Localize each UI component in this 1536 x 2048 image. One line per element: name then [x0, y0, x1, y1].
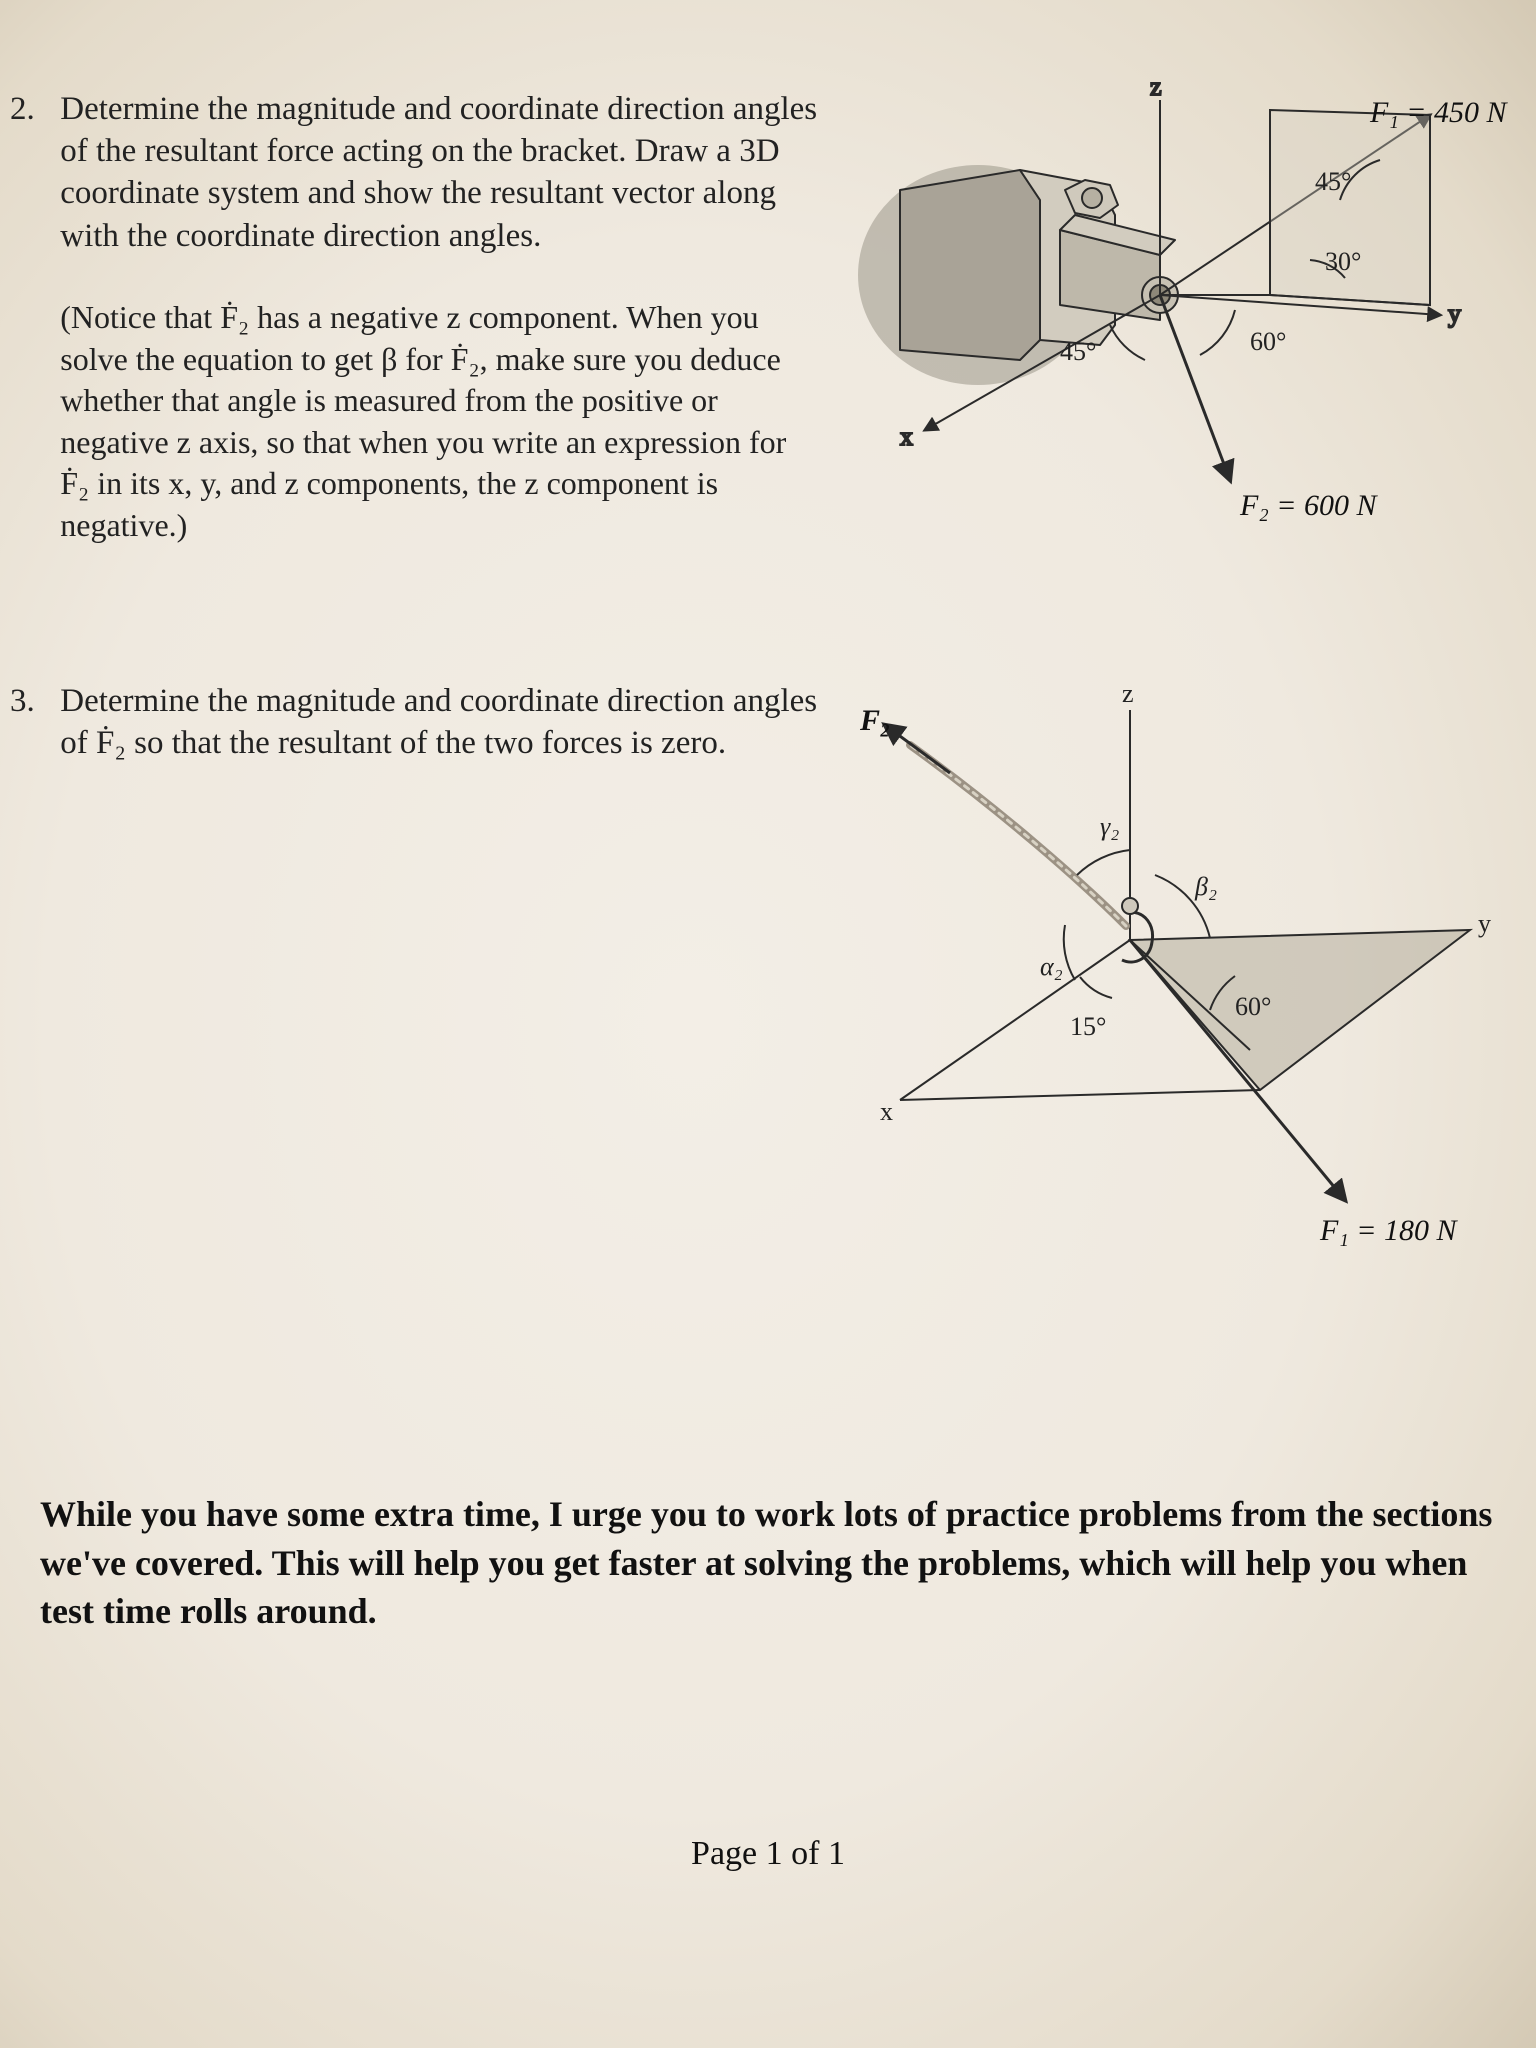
d2-beta2: β₂: [1194, 872, 1217, 901]
d1-angle-45: 45°: [1315, 167, 1351, 196]
problem-2-statement: Determine the magnitude and coordinate d…: [60, 91, 817, 254]
problem-2-hint: (Notice that Ḟ₂ has a negative z compone…: [60, 297, 820, 547]
d1-angle-60: 60°: [1250, 327, 1286, 356]
d1-f1-label: F₁ = 450 N: [1369, 96, 1508, 129]
advice-note: While you have some extra time, I urge y…: [40, 1490, 1520, 1636]
d2-f2-label: F₂: [859, 704, 890, 737]
problem-2-text: Determine the magnitude and coordinate d…: [60, 88, 820, 547]
d2-angle-15: 15°: [1070, 1012, 1106, 1041]
problem-3: 3. Determine the magnitude and coordinat…: [10, 680, 830, 764]
diagram-problem-3: z x y F₂: [830, 670, 1530, 1290]
problem-3-number: 3.: [10, 680, 52, 722]
svg-text:z: z: [1150, 72, 1162, 101]
problem-2: 2. Determine the magnitude and coordinat…: [10, 88, 830, 547]
d2-gamma2: γ₂: [1100, 812, 1119, 841]
svg-text:y: y: [1448, 299, 1461, 328]
svg-text:y: y: [1478, 909, 1491, 938]
problem-2-number: 2.: [10, 88, 52, 130]
d1-angle-30: 30°: [1325, 247, 1361, 276]
svg-text:x: x: [880, 1097, 893, 1126]
page-footer: Page 1 of 1: [0, 1835, 1536, 1873]
d2-f1-label: F₁ = 180 N: [1319, 1214, 1458, 1247]
problem-3-statement: Determine the magnitude and coordinate d…: [60, 683, 817, 761]
svg-text:z: z: [1122, 679, 1134, 708]
problem-3-text: Determine the magnitude and coordinate d…: [60, 680, 820, 764]
d2-alpha2: α₂: [1040, 952, 1063, 981]
d1-f2-label: F₂ = 600 N: [1239, 489, 1378, 522]
d1-angle-45x: 45°: [1060, 337, 1096, 366]
diagram-problem-2: z y x 45° 30°: [840, 60, 1536, 560]
d2-angle-60: 60°: [1235, 992, 1271, 1021]
svg-text:x: x: [900, 422, 913, 451]
page-paper: 2. Determine the magnitude and coordinat…: [0, 0, 1536, 2048]
